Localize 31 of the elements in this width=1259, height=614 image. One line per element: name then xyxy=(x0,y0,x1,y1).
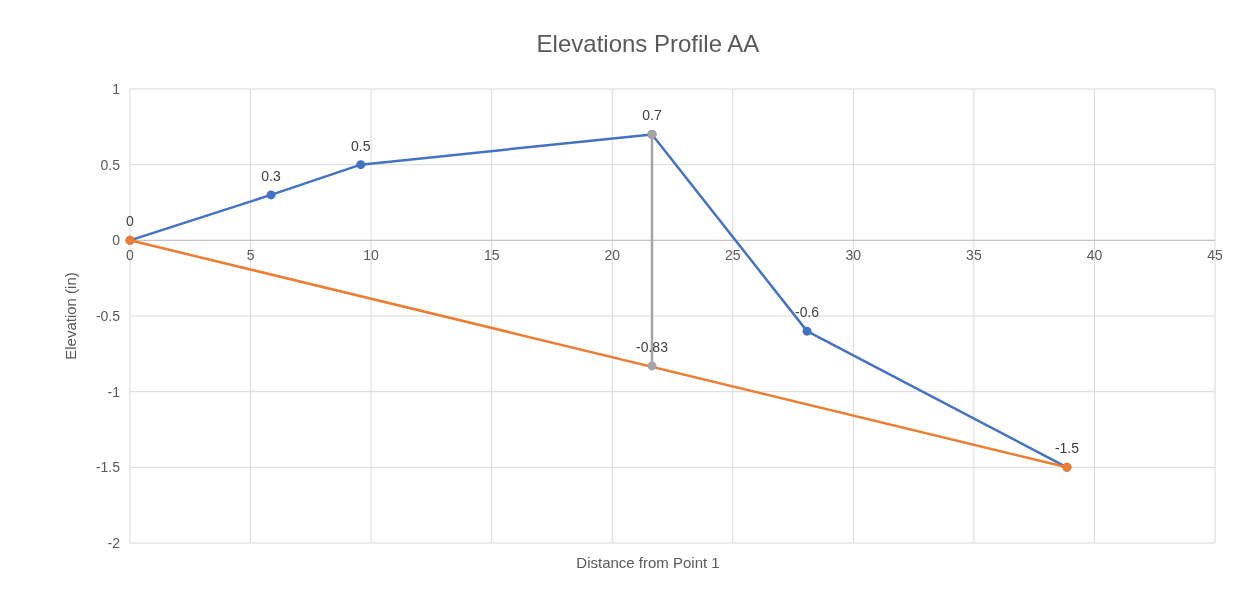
x-tick-label: 0 xyxy=(126,247,135,264)
x-tick-label: 40 xyxy=(1086,247,1103,264)
y-tick-label: 1 xyxy=(112,80,121,97)
y-tick-label: 0 xyxy=(112,232,121,249)
x-axis-title: Distance from Point 1 xyxy=(576,554,720,571)
x-tick-label: 20 xyxy=(604,247,621,264)
point xyxy=(356,160,366,170)
data-label: -0.6 xyxy=(794,304,820,321)
point xyxy=(266,190,276,200)
x-tick-label: 30 xyxy=(845,247,862,264)
x-tick-label: 15 xyxy=(483,247,500,264)
data-label: -1.5 xyxy=(1054,440,1080,457)
data-label: 0.5 xyxy=(351,137,371,154)
point xyxy=(647,361,657,371)
data-label: 0 xyxy=(126,213,135,230)
x-tick-label: 25 xyxy=(724,247,741,264)
x-tick-label: 10 xyxy=(363,247,380,264)
data-label: 0.3 xyxy=(261,167,281,184)
y-tick-label: -1 xyxy=(107,383,121,400)
chart-title: Elevations Profile AA xyxy=(536,30,760,57)
x-tick-label: 45 xyxy=(1207,247,1223,264)
y-tick-label: 0.5 xyxy=(100,156,121,173)
point xyxy=(802,326,812,336)
data-label: -0.83 xyxy=(636,338,669,355)
y-tick-label: -2 xyxy=(107,534,121,551)
x-tick-label: 5 xyxy=(246,247,255,264)
data-label: 0.7 xyxy=(642,107,662,124)
x-tick-label: 35 xyxy=(966,247,982,264)
y-axis-title: Elevation (in) xyxy=(62,272,79,360)
y-tick-label: -0.5 xyxy=(95,307,121,324)
y-tick-label: -1.5 xyxy=(95,459,121,476)
